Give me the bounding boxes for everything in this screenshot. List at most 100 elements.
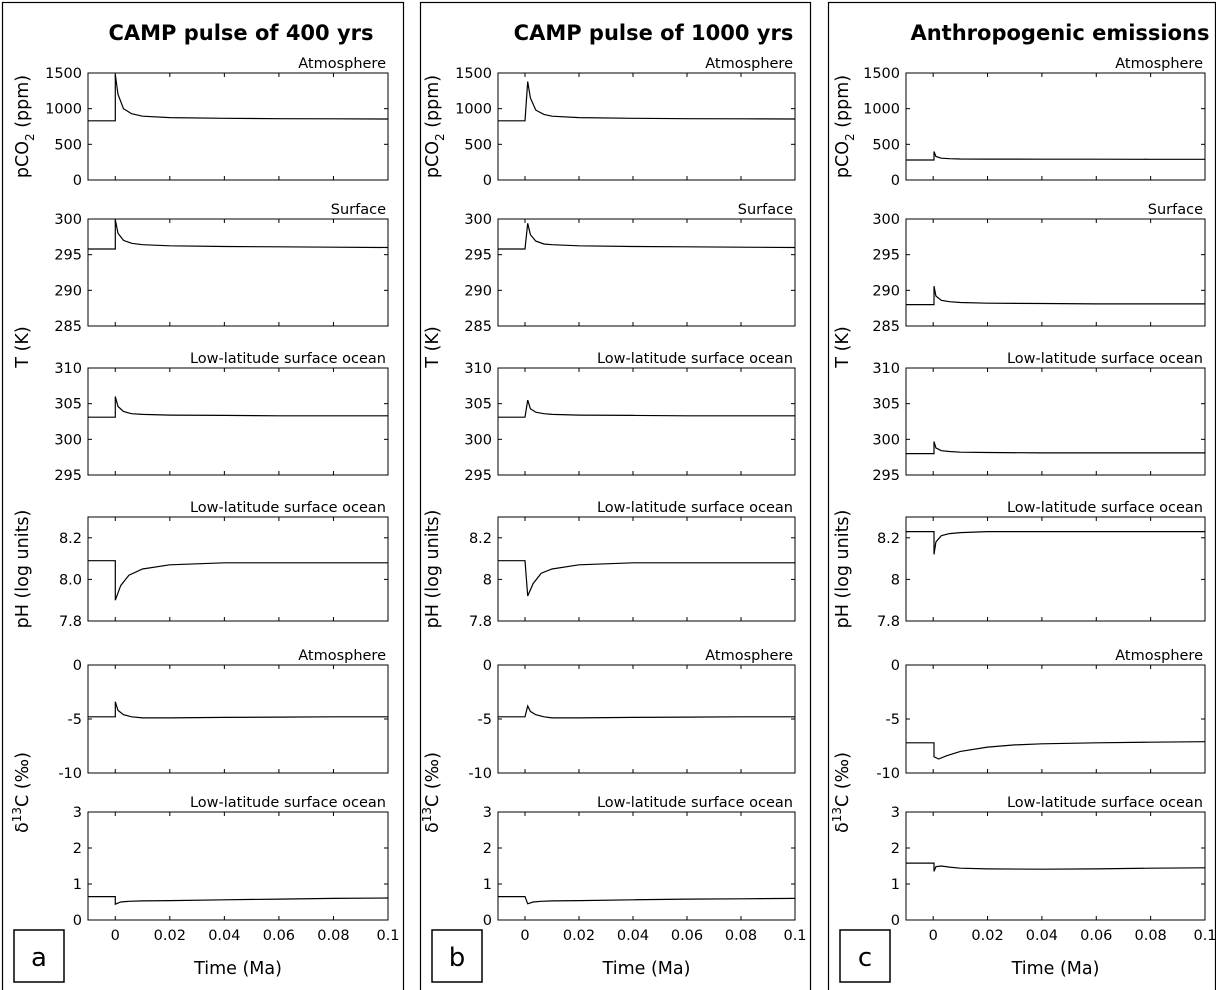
subplot-annotation: Atmosphere bbox=[298, 56, 386, 72]
subplot-3: 295 300 305 310 Low-latitude surface ocean bbox=[54, 351, 389, 484]
panel-label-box bbox=[13, 929, 65, 983]
y-tick-label: 8 bbox=[891, 572, 900, 588]
y-axis-label-main: pCO bbox=[13, 141, 33, 178]
y-axis-label-unit: C (‰) bbox=[423, 752, 443, 807]
y-tick-label: 295 bbox=[464, 468, 492, 484]
y-tick-label: 305 bbox=[54, 397, 82, 413]
y-tick-label: 3 bbox=[73, 805, 82, 821]
y-axis-label-main: T (K) bbox=[833, 326, 853, 368]
y-tick-label: 1000 bbox=[863, 102, 900, 118]
y-tick-label: 290 bbox=[54, 283, 82, 299]
axes-box bbox=[905, 664, 1206, 774]
y-axis-label-superscript: 13 bbox=[10, 807, 24, 822]
subplot-1: 0 500 1000 1500 Atmosphere bbox=[455, 56, 796, 189]
y-tick-label: 1500 bbox=[455, 66, 492, 82]
y-tick-label: 285 bbox=[872, 319, 900, 335]
y-axis-label-main: T (K) bbox=[423, 326, 443, 368]
axes-box bbox=[497, 367, 796, 476]
axes-box bbox=[87, 218, 389, 327]
y-tick-label: 285 bbox=[464, 319, 492, 335]
series-line bbox=[498, 560, 795, 597]
y-axis-label: pCO2 (ppm) bbox=[423, 75, 447, 178]
y-tick-label: 290 bbox=[872, 283, 900, 299]
series-line bbox=[906, 862, 1206, 872]
x-tick-label: 0.06 bbox=[671, 928, 703, 944]
y-tick-label: -5 bbox=[68, 712, 82, 728]
series-line bbox=[88, 219, 389, 250]
x-tick-label: 0.04 bbox=[617, 928, 649, 944]
subplot-2: 285 290 295 300 Surface bbox=[872, 202, 1206, 335]
axes-box bbox=[905, 218, 1206, 327]
y-axis-label-unit: (ppm) bbox=[833, 75, 853, 133]
panel-label: c bbox=[858, 943, 872, 973]
series-line bbox=[906, 531, 1205, 555]
subplot-annotation: Atmosphere bbox=[298, 648, 386, 664]
y-tick-label: 295 bbox=[464, 248, 492, 264]
y-axis-label: pCO2 (ppm) bbox=[833, 75, 857, 178]
y-tick-label: 305 bbox=[872, 397, 900, 413]
panel-title: CAMP pulse of 400 yrs bbox=[108, 21, 373, 45]
subplot-6: 0 1 2 3 Low-latitude surface ocean bbox=[73, 795, 389, 929]
y-tick-label: 310 bbox=[54, 361, 82, 377]
y-axis-label: pH (log units) bbox=[833, 510, 853, 629]
subplot-annotation: Atmosphere bbox=[705, 648, 793, 664]
y-axis-label-superscript: 13 bbox=[830, 807, 844, 822]
subplot-5: -10 -5 0 Atmosphere bbox=[58, 648, 389, 782]
x-tick-label: 0.06 bbox=[263, 928, 295, 944]
y-tick-label: 3 bbox=[891, 805, 900, 821]
y-tick-label: 8 bbox=[483, 572, 492, 588]
subplot-1: 0 500 1000 1500 Atmosphere bbox=[45, 56, 389, 189]
axes-box bbox=[497, 664, 796, 774]
series-line bbox=[906, 285, 1205, 306]
series-line bbox=[498, 704, 795, 719]
y-axis-label-main: pH (log units) bbox=[833, 510, 853, 629]
y-axis-label: δ13C (‰) bbox=[10, 752, 33, 833]
y-axis-label: δ13C (‰) bbox=[420, 752, 443, 833]
subplot-annotation: Atmosphere bbox=[1115, 648, 1203, 664]
y-tick-label: 0 bbox=[891, 913, 900, 929]
y-tick-label: -5 bbox=[886, 712, 900, 728]
series-line bbox=[498, 223, 796, 250]
subplot-3: 295 300 305 310 Low-latitude surface ocean bbox=[464, 351, 796, 484]
series-line bbox=[498, 81, 796, 122]
y-tick-label: 8.2 bbox=[877, 531, 900, 547]
subplot-annotation: Surface bbox=[1148, 202, 1203, 218]
y-tick-label: 1500 bbox=[45, 66, 82, 82]
subplot-6: 0 1 2 3 Low-latitude surface ocean bbox=[483, 795, 796, 929]
axes-box bbox=[905, 516, 1206, 622]
y-axis-label-main: pH (log units) bbox=[423, 510, 443, 629]
subplot-annotation: Surface bbox=[331, 202, 386, 218]
panel-frame bbox=[1, 1, 405, 990]
y-axis-label-subscript: 2 bbox=[433, 133, 447, 141]
y-tick-label: 0 bbox=[891, 658, 900, 674]
y-axis-label: pH (log units) bbox=[423, 510, 443, 629]
y-tick-label: 1 bbox=[73, 877, 82, 893]
x-tick-label: 0.1 bbox=[1193, 928, 1216, 944]
subplot-4: 7.8 8 8.2 Low-latitude surface ocean bbox=[469, 500, 796, 630]
axes-box bbox=[905, 811, 1206, 921]
y-axis-label: pH (log units) bbox=[13, 510, 33, 629]
y-tick-label: 1500 bbox=[863, 66, 900, 82]
y-tick-label: 300 bbox=[54, 212, 82, 228]
subplot-annotation: Low-latitude surface ocean bbox=[597, 795, 793, 811]
y-tick-label: 7.8 bbox=[469, 614, 492, 630]
subplot-6: 0 1 2 3 Low-latitude surface ocean bbox=[891, 795, 1206, 929]
y-tick-label: 0 bbox=[483, 658, 492, 674]
x-axis-label: Time (Ma) bbox=[1011, 959, 1100, 979]
axes-box bbox=[497, 218, 796, 327]
x-axis-label: Time (Ma) bbox=[193, 959, 282, 979]
y-axis-label-main: δ bbox=[423, 822, 443, 833]
x-tick-label: 0.04 bbox=[208, 928, 240, 944]
y-tick-label: 2 bbox=[73, 841, 82, 857]
y-axis-label-unit: (ppm) bbox=[13, 75, 33, 133]
y-axis-label: T (K) bbox=[13, 326, 33, 368]
series-line bbox=[88, 396, 388, 418]
series-line bbox=[88, 560, 388, 601]
axes-box bbox=[87, 811, 389, 921]
y-tick-label: 0 bbox=[483, 173, 492, 189]
subplot-annotation: Low-latitude surface ocean bbox=[1007, 795, 1203, 811]
subplot-annotation: Low-latitude surface ocean bbox=[1007, 351, 1203, 367]
y-tick-label: 0 bbox=[73, 913, 82, 929]
y-tick-label: 295 bbox=[54, 248, 82, 264]
